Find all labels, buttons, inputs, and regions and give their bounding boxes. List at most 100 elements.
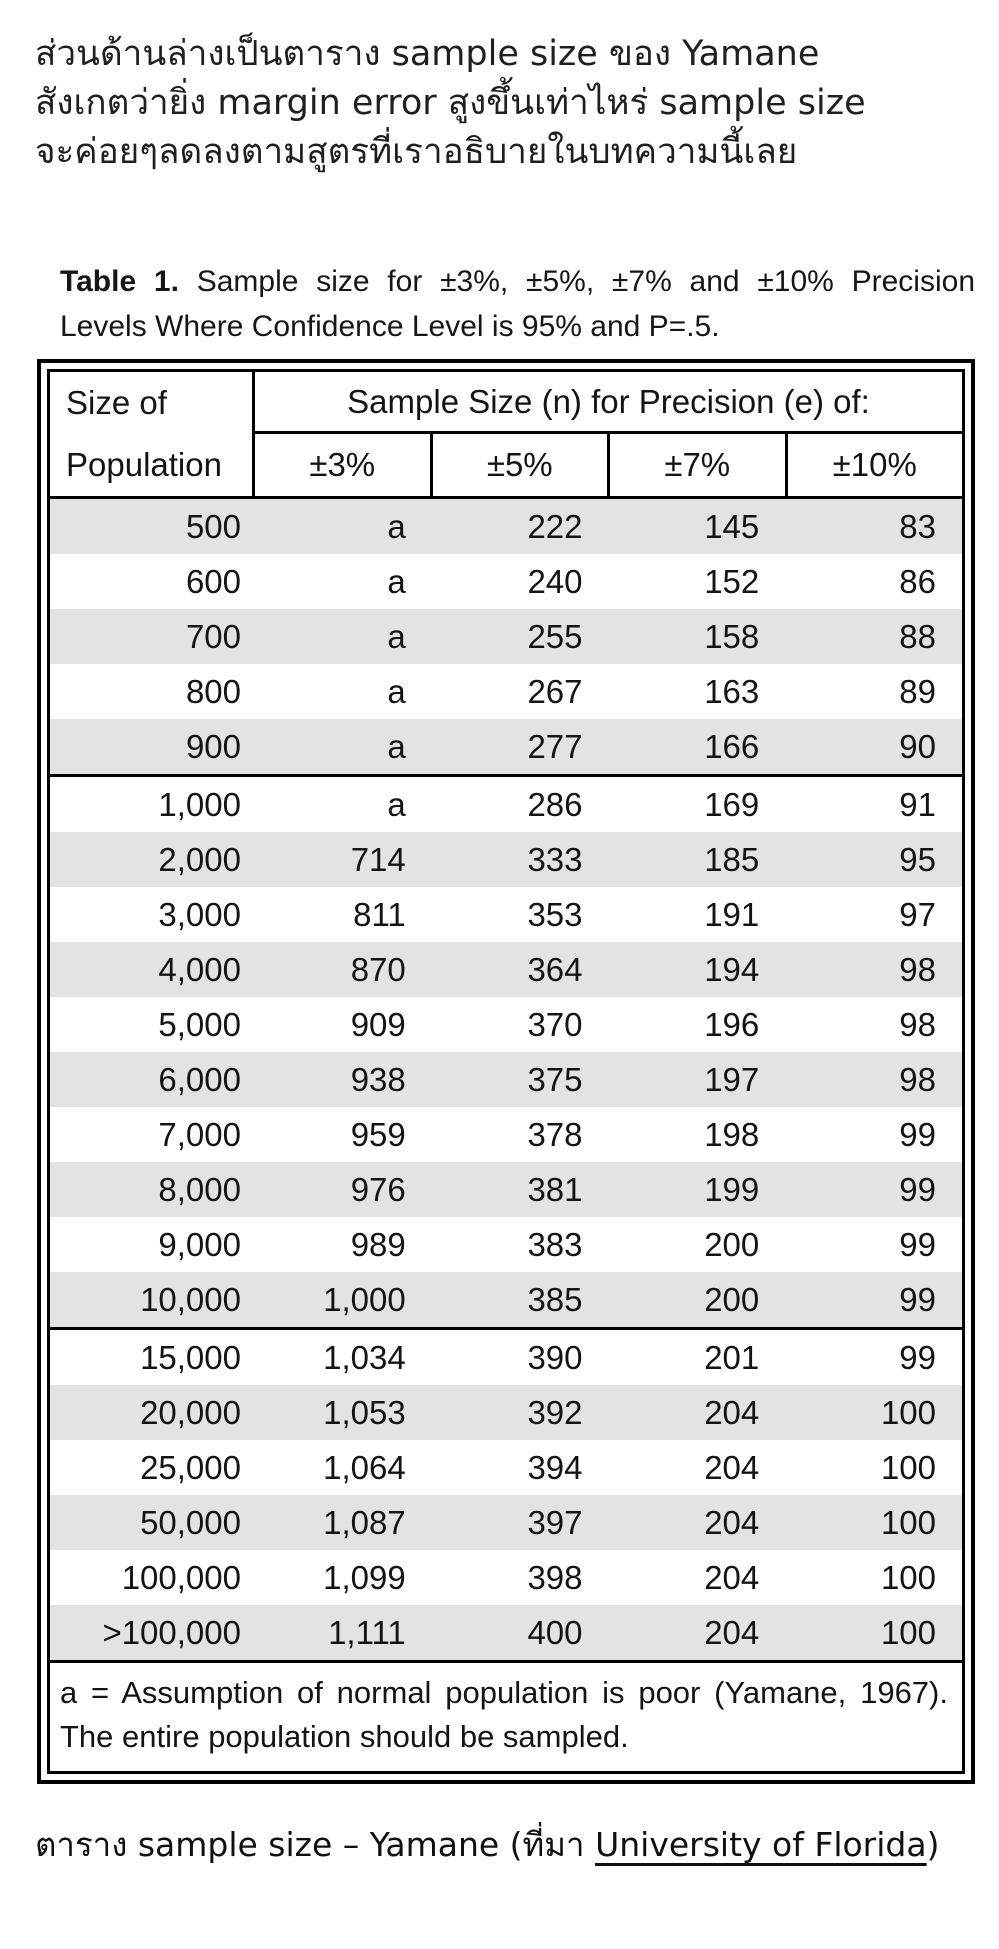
sample-size-cell: 86 — [899, 562, 936, 600]
sample-size-cell: 333 — [527, 840, 583, 878]
sample-size-cell: 99 — [899, 1280, 936, 1318]
population-cell: 15,000 — [140, 1338, 241, 1376]
sample-size-cell: a — [387, 507, 406, 545]
sample-size-cell: 197 — [704, 1060, 760, 1098]
table-row: 5,000 909 370 196 98 — [50, 997, 962, 1052]
sample-size-cell: 200 — [704, 1280, 760, 1318]
sample-size-cell: 98 — [899, 950, 936, 988]
sample-size-cell: 811 — [353, 895, 406, 933]
table-group: 500 a 222 145 83 600 a 240 152 86 700 a 255 158 88 800 a… — [50, 499, 962, 774]
table-row: 700 a 255 158 88 — [50, 609, 962, 664]
sample-size-cell: 1,053 — [323, 1393, 406, 1431]
intro-paragraph: ส่วนด้านล่างเป็นตาราง sample size ของ Ya… — [35, 30, 969, 177]
table-title: Table 1. Sample size for ±3%, ±5%, ±7% a… — [60, 259, 975, 349]
population-cell: 600 — [185, 562, 241, 600]
sample-size-cell: 99 — [899, 1338, 936, 1376]
population-cell: 4,000 — [158, 950, 241, 988]
sample-size-cell: 90 — [899, 727, 936, 765]
sample-size-cell: 1,000 — [323, 1280, 406, 1318]
population-cell: 10,000 — [140, 1280, 241, 1318]
sample-size-cell: 240 — [527, 562, 583, 600]
header-size-of-population: Size of Population — [50, 372, 255, 496]
sample-size-cell: 100 — [880, 1503, 936, 1541]
header-precision-row: ±3% ±5% ±7% ±10% — [255, 434, 962, 496]
sample-size-cell: 201 — [704, 1338, 760, 1376]
table-title-text: Sample size for ±3%, ±5%, ±7% and ±10% P… — [60, 265, 975, 343]
population-cell: 8,000 — [158, 1170, 241, 1208]
caption-suffix: ) — [926, 1825, 940, 1864]
population-cell: 25,000 — [140, 1448, 241, 1486]
table-body: 500 a 222 145 83 600 a 240 152 86 700 a 255 158 88 800 a… — [50, 499, 962, 1660]
sample-size-cell: 204 — [704, 1393, 760, 1431]
sample-size-cell: a — [387, 785, 406, 823]
sample-size-cell: 99 — [899, 1115, 936, 1153]
table-row: 20,000 1,053 392 204 100 — [50, 1385, 962, 1440]
sample-size-cell: a — [387, 617, 406, 655]
table-row: 500 a 222 145 83 — [50, 499, 962, 554]
population-cell: 2,000 — [158, 840, 241, 878]
sample-size-cell: 97 — [899, 895, 936, 933]
sample-size-cell: 959 — [350, 1115, 406, 1153]
sample-size-cell: 364 — [527, 950, 583, 988]
sample-size-cell: 909 — [350, 1005, 406, 1043]
sample-size-cell: 385 — [527, 1280, 583, 1318]
header-sample-size-span: Sample Size (n) for Precision (e) of: — [255, 372, 962, 434]
sample-size-cell: 255 — [527, 617, 583, 655]
sample-size-cell: 194 — [704, 950, 760, 988]
table-row: 800 a 267 163 89 — [50, 664, 962, 719]
table-row: 25,000 1,064 394 204 100 — [50, 1440, 962, 1495]
population-cell: 1,000 — [158, 785, 241, 823]
header-population: Population — [66, 446, 222, 483]
table-group: 1,000 a 286 169 91 2,000 714 333 185 95 3,000 811 35… — [50, 774, 962, 1327]
sample-size-cell: 1,064 — [323, 1448, 406, 1486]
sample-size-cell: 1,111 — [328, 1613, 406, 1651]
population-cell: 9,000 — [158, 1225, 241, 1263]
population-cell: 900 — [185, 727, 241, 765]
population-cell: 50,000 — [140, 1503, 241, 1541]
population-cell: 100,000 — [121, 1558, 241, 1596]
sample-size-cell: 353 — [527, 895, 583, 933]
population-cell: >100,000 — [102, 1613, 241, 1651]
sample-size-cell: 100 — [880, 1393, 936, 1431]
intro-line: ส่วนด้านล่างเป็นตาราง sample size ของ Ya… — [35, 34, 820, 74]
sample-size-cell: 200 — [704, 1225, 760, 1263]
sample-size-cell: 91 — [899, 785, 936, 823]
sample-size-cell: a — [387, 672, 406, 710]
sample-size-cell: a — [387, 562, 406, 600]
table-row: >100,000 1,111 400 204 100 — [50, 1605, 962, 1660]
sample-size-cell: 397 — [527, 1503, 583, 1541]
caption-link-university-of-florida[interactable]: University of Florida — [595, 1825, 927, 1864]
sample-size-cell: 370 — [527, 1005, 583, 1043]
population-cell: 6,000 — [158, 1060, 241, 1098]
sample-size-cell: 204 — [704, 1558, 760, 1596]
intro-line: สังเกตว่ายิ่ง margin error สูงขึ้นเท่าไห… — [35, 83, 866, 123]
sample-size-cell: 163 — [704, 672, 760, 710]
sample-size-cell: 378 — [527, 1115, 583, 1153]
sample-size-cell: 286 — [527, 785, 583, 823]
table-row: 9,000 989 383 200 99 — [50, 1217, 962, 1272]
sample-size-cell: 89 — [899, 672, 936, 710]
sample-size-cell: 267 — [527, 672, 583, 710]
table-row: 7,000 959 378 198 99 — [50, 1107, 962, 1162]
sample-size-cell: 1,087 — [323, 1503, 406, 1541]
sample-size-cell: 88 — [899, 617, 936, 655]
sample-size-cell: 392 — [527, 1393, 583, 1431]
sample-size-cell: 400 — [527, 1613, 583, 1651]
image-caption: ตาราง sample size – Yamane (ที่มา Univer… — [35, 1818, 979, 1871]
header-precision-3: ±3% — [255, 434, 433, 496]
sample-size-cell: 383 — [527, 1225, 583, 1263]
table-row: 2,000 714 333 185 95 — [50, 832, 962, 887]
population-cell: 7,000 — [158, 1115, 241, 1153]
sample-size-table: Size of Population Sample Size (n) for P… — [37, 359, 975, 1784]
sample-size-cell: 390 — [527, 1338, 583, 1376]
sample-size-cell: 277 — [527, 727, 583, 765]
sample-size-cell: 158 — [704, 617, 760, 655]
population-cell: 700 — [185, 617, 241, 655]
sample-size-cell: a — [387, 727, 406, 765]
population-cell: 3,000 — [158, 895, 241, 933]
sample-size-cell: 95 — [899, 840, 936, 878]
sample-size-cell: 204 — [704, 1503, 760, 1541]
header-size-of: Size of — [66, 384, 167, 421]
sample-size-cell: 199 — [704, 1170, 760, 1208]
table-footnote: a = Assumption of normal population is p… — [50, 1660, 962, 1771]
